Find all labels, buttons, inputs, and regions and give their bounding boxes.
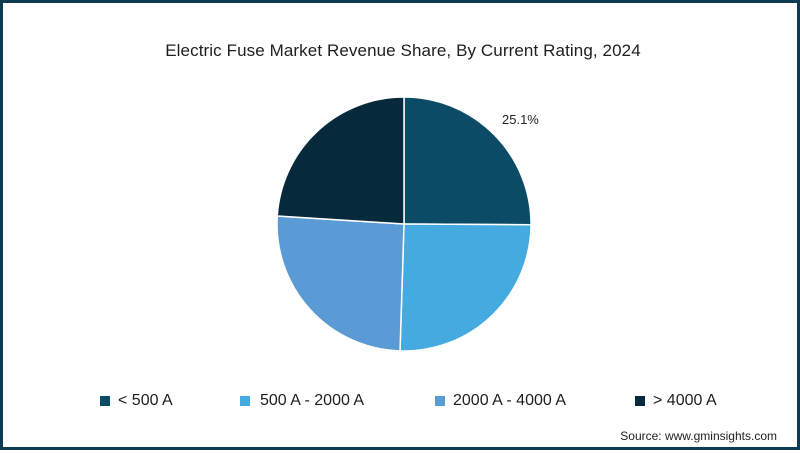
pie-chart xyxy=(276,96,532,352)
legend-swatch-icon xyxy=(435,396,445,406)
legend-label: 500 A - 2000 A xyxy=(260,392,365,409)
source-note: Source: www.gminsights.com xyxy=(620,429,777,443)
slice-2000-4000a xyxy=(276,215,405,352)
legend-swatch-icon xyxy=(100,396,110,406)
legend-item-under-500a: < 500 A xyxy=(100,392,173,410)
chart-legend: < 500 A 500 A - 2000 A 2000 A - 4000 A >… xyxy=(3,392,800,414)
chart-title: Electric Fuse Market Revenue Share, By C… xyxy=(165,41,641,60)
slice-500-2000a xyxy=(399,223,532,352)
legend-label: 2000 A - 4000 A xyxy=(453,392,566,409)
slice-label-under-500a: 25.1% xyxy=(502,112,539,127)
legend-item-2000-4000a: 2000 A - 4000 A xyxy=(435,392,566,410)
legend-label: > 4000 A xyxy=(653,392,717,409)
legend-item-500-2000a: 500 A - 2000 A xyxy=(240,392,364,410)
legend-item-over-4000a: > 4000 A xyxy=(635,392,717,410)
slice-over-4000a xyxy=(276,96,405,225)
slice-under-500a xyxy=(403,96,532,226)
legend-swatch-icon xyxy=(635,396,645,406)
legend-swatch-icon xyxy=(240,396,250,406)
legend-label: < 500 A xyxy=(118,392,173,409)
